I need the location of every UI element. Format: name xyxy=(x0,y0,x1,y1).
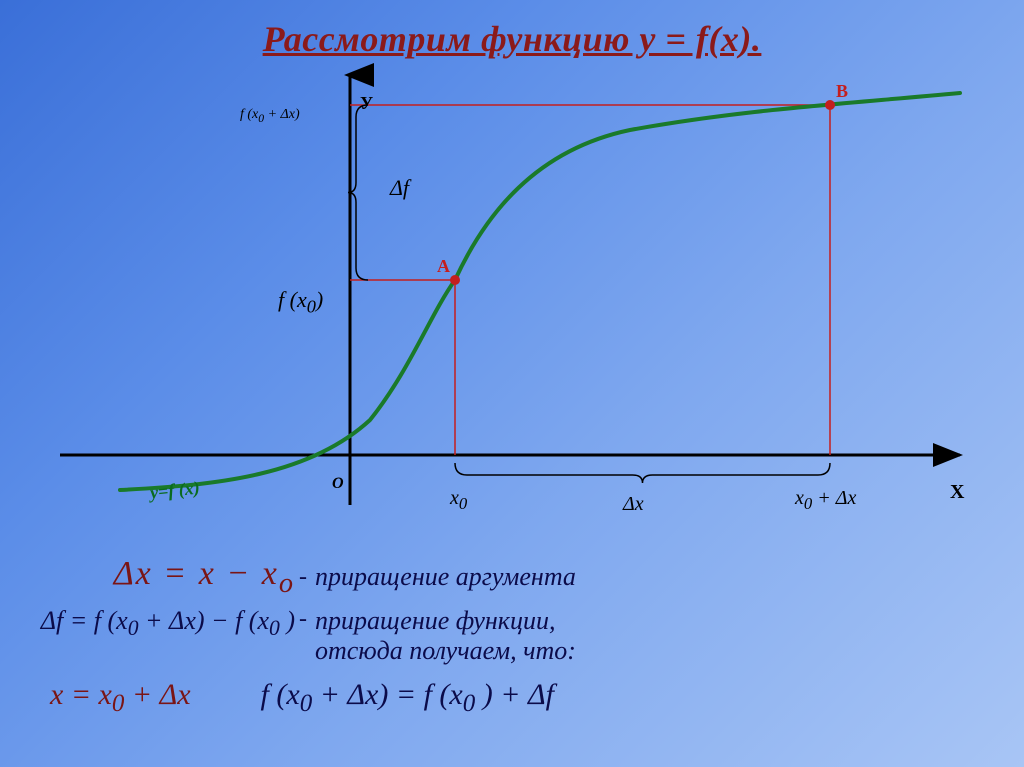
chart-label-X: Х xyxy=(950,481,964,504)
chart-label-x0dx: x0 + Δx xyxy=(795,487,856,514)
formula-block: Δx = x − xo - приращение аргумента Δf = … xyxy=(20,555,1000,724)
chart-label-O: О xyxy=(332,475,344,493)
chart-label-Y: У xyxy=(360,93,373,114)
desc-argument: приращение аргумента xyxy=(315,562,576,592)
eq-fx: f (x0 + Δx) = f (x0 ) + Δf xyxy=(261,678,554,718)
chart-label-fx0: f (x0) xyxy=(278,287,323,317)
chart-svg: A B Δf Δx xyxy=(60,75,960,535)
chart-label-fx0dx: f (x0 + Δx) xyxy=(240,107,300,125)
desc-function-1: приращение функции, xyxy=(315,606,576,636)
svg-text:Δx: Δx xyxy=(622,493,644,515)
desc-function-2: отсюда получаем, что: xyxy=(315,636,576,666)
chart-label-x0: x0 xyxy=(450,487,467,514)
eq-delta-f: Δf = f (x0 + Δx) − f (x0 ) xyxy=(20,606,295,641)
dash-1: - xyxy=(299,564,307,591)
svg-text:A: A xyxy=(437,256,450,276)
svg-text:Δf: Δf xyxy=(389,175,412,200)
chart-area: ABΔfΔx УХОf (x0 + Δx)f (x0)x0x0 + Δxy=f … xyxy=(60,75,960,535)
eq-x: x = x0 + Δx xyxy=(50,678,191,718)
svg-text:B: B xyxy=(836,81,848,101)
page-title: Рассмотрим функцию y = f(x). xyxy=(0,0,1024,60)
eq-delta-x: Δx = x − xo xyxy=(20,555,295,600)
dash-2: - xyxy=(299,606,307,633)
